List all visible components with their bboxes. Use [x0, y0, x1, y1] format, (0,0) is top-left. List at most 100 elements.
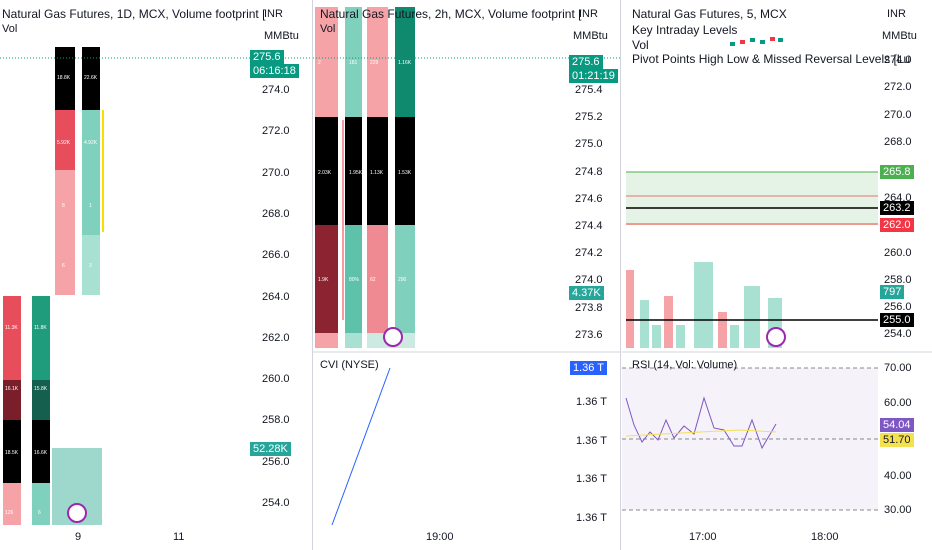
volume-badge: 52.28K	[250, 442, 291, 456]
level-zone	[626, 172, 878, 225]
indicator-title: CVI (NYSE)	[320, 359, 379, 371]
indicator-badge: 51.70	[880, 433, 914, 447]
footprint-label: 3	[89, 263, 92, 269]
footprint	[3, 420, 21, 483]
footprint-label: 1.13K	[370, 170, 384, 176]
lightning-icon[interactable]	[383, 327, 403, 347]
price-label: 275.2	[575, 111, 603, 124]
footprint	[32, 380, 50, 420]
footprint-label: 22.6K	[84, 75, 98, 81]
price-label: 275.0	[575, 138, 603, 151]
level-badge: 255.0	[880, 313, 914, 327]
footprint	[82, 110, 100, 235]
footprint	[367, 225, 388, 333]
price-label: 266.0	[262, 249, 290, 262]
footprint	[345, 225, 362, 333]
footprint-label: 18.8K	[57, 75, 71, 81]
footprint	[694, 262, 713, 348]
price-label: 274.8	[575, 165, 603, 178]
footprint	[730, 325, 739, 348]
price-label: 258.0	[884, 274, 912, 286]
x-label: 11	[173, 531, 185, 543]
footprint	[750, 38, 755, 42]
price-badge: 275.6	[569, 55, 603, 69]
footprint	[730, 42, 735, 46]
footprint-label: 6	[38, 510, 41, 516]
footprint-label: 15.8K	[34, 386, 48, 392]
footprint	[345, 117, 362, 225]
footprint-label: 1.53K	[398, 170, 412, 176]
price-label: 273.6	[575, 328, 603, 341]
footprint-label: 2.03K	[318, 170, 332, 176]
footprint	[55, 47, 75, 110]
footprint-label: 18.5K	[5, 450, 19, 456]
footprint	[3, 380, 21, 420]
price-label: 260.0	[262, 373, 290, 386]
footprint-label: 80%	[349, 277, 360, 283]
countdown-badge: 06:16:18	[250, 64, 299, 78]
indicator-axis-label: 40.00	[884, 470, 912, 482]
indicator-axis-label: 70.00	[884, 362, 912, 374]
price-label: 275.4	[575, 84, 603, 96]
price-label: 272.0	[884, 81, 912, 93]
footprint	[367, 7, 388, 117]
footprint	[778, 38, 783, 42]
legend: Vol	[320, 23, 336, 35]
footprint-label: 1	[89, 203, 92, 209]
footprint-label: 1.95K	[349, 170, 363, 176]
chart-title: Natural Gas Futures, 5, MCX	[632, 7, 787, 21]
footprint	[315, 225, 338, 333]
footprint	[395, 7, 415, 117]
price-label: 256.0	[884, 301, 912, 313]
footprint	[652, 325, 661, 348]
footprint-label: 126	[5, 510, 14, 516]
price-label: 274.4	[575, 220, 603, 232]
lightning-icon[interactable]	[766, 327, 786, 347]
level-badge: 265.8	[880, 165, 914, 179]
rsi-ma	[625, 429, 777, 437]
footprint	[55, 110, 75, 170]
footprint-label: 181	[349, 60, 358, 66]
chart-title: Natural Gas Futures, 2h, MCX, Volume foo…	[320, 7, 582, 21]
footprint-label: 6	[62, 263, 65, 269]
cvi-line	[331, 367, 391, 526]
price-label: 254.0	[262, 497, 290, 509]
footprint-label: 27.5K	[84, 298, 98, 304]
x-label: 19:00	[426, 531, 454, 543]
price-label: 273.8	[575, 301, 603, 314]
footprint	[740, 40, 745, 44]
footprint-label: 229	[370, 60, 379, 66]
footprint	[345, 333, 362, 348]
level-badge: 262.0	[880, 218, 914, 232]
currency: INR	[887, 8, 906, 20]
lightning-icon[interactable]	[67, 503, 87, 523]
level-badge: 263.2	[880, 201, 914, 215]
currency: INR	[264, 8, 283, 20]
footprint-label: 8	[62, 203, 65, 209]
footprint	[718, 312, 727, 348]
footprint-label: 24.7K	[57, 298, 71, 304]
price-label: 268.0	[884, 136, 912, 148]
price-label: 274.2	[575, 247, 603, 260]
footprint-label: 4.92K	[84, 140, 98, 146]
footprint	[664, 296, 673, 348]
price-label: 270.0	[262, 166, 290, 179]
unit: MMBtu	[882, 30, 917, 42]
footprint-label: 16.6K	[34, 450, 48, 456]
indicator-axis-label: 1.36 T	[576, 434, 607, 447]
legend: Pivot Points High Low & Missed Reversal …	[632, 52, 911, 66]
indicator-badge: 54.04	[880, 418, 914, 432]
indicator-axis-label: 1.36 T	[576, 511, 607, 524]
legend: Key Intraday Levels	[632, 23, 738, 37]
price-label: 258.0	[262, 414, 290, 427]
price-label: 264.0	[262, 290, 290, 303]
footprint-label: 16.1K	[5, 386, 19, 392]
footprint	[82, 235, 100, 295]
price-label: 256.0	[262, 455, 290, 468]
x-label: 18:00	[811, 531, 839, 543]
footprint	[55, 170, 75, 295]
footprint	[82, 47, 100, 110]
footprint	[32, 420, 50, 483]
footprint	[315, 117, 338, 225]
